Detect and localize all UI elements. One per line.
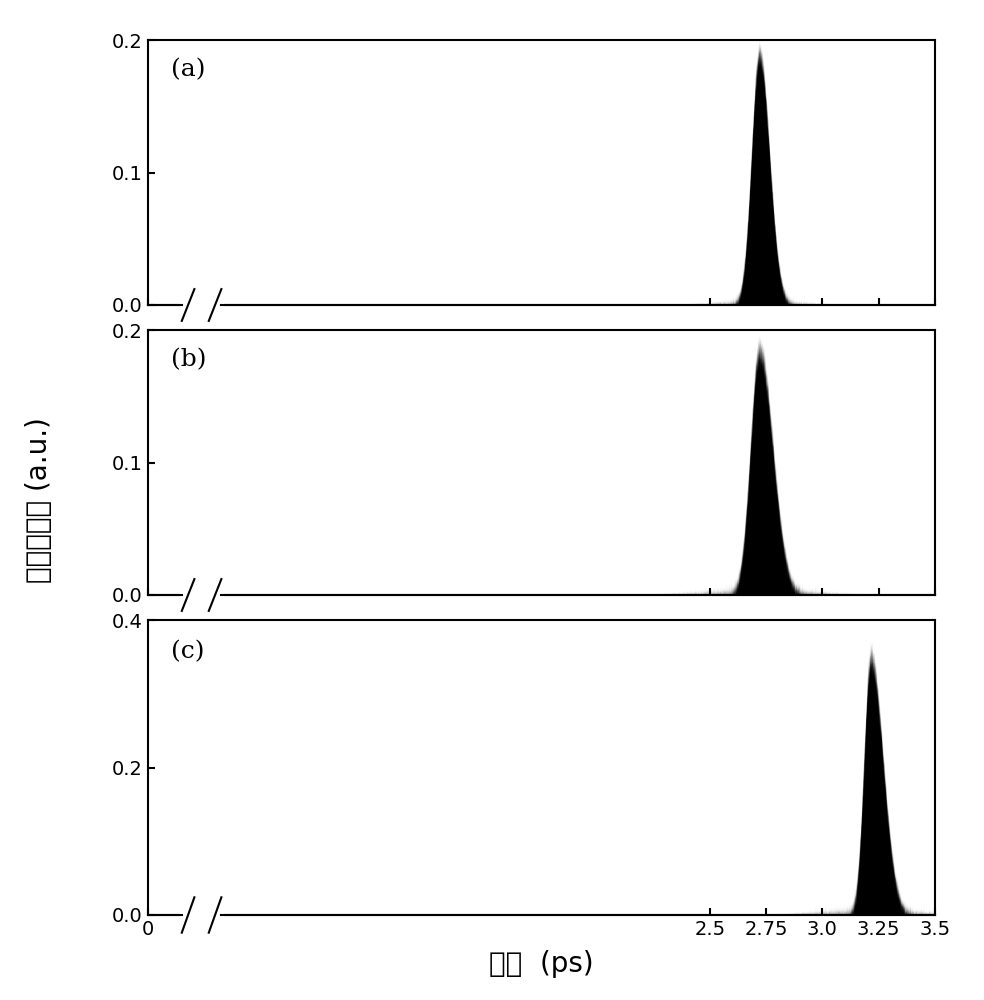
Text: (a): (a) <box>171 59 206 82</box>
Bar <box>180 894 223 936</box>
Text: 归一化电场 (a.u.): 归一化电场 (a.u.) <box>26 417 53 583</box>
Text: (b): (b) <box>171 349 207 372</box>
Bar <box>180 576 223 614</box>
X-axis label: 时间  (ps): 时间 (ps) <box>489 950 593 978</box>
Text: (c): (c) <box>171 641 205 664</box>
Bar <box>180 286 223 324</box>
